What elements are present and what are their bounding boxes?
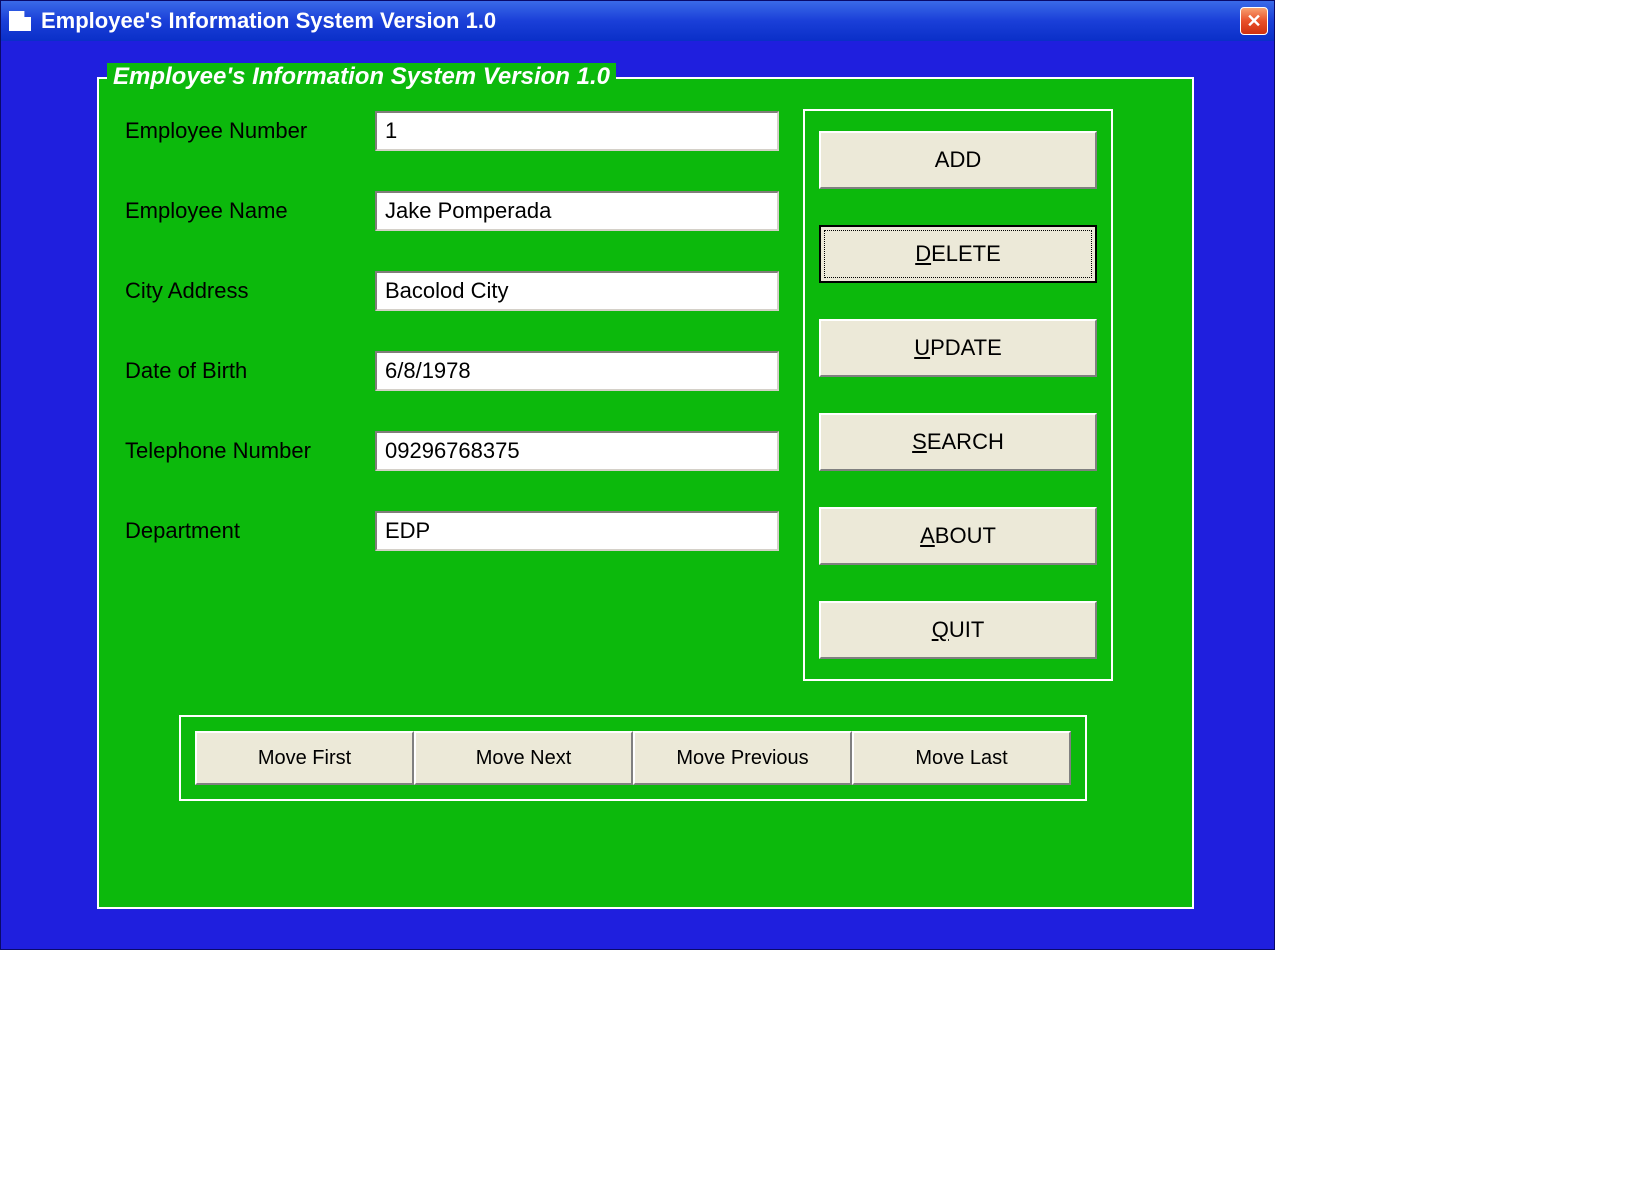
move-first-button[interactable]: Move First [195, 731, 414, 785]
row-telephone: Telephone Number [125, 429, 779, 473]
add-button[interactable]: ADD [819, 131, 1097, 189]
close-button[interactable]: ✕ [1240, 7, 1268, 35]
label-date-of-birth: Date of Birth [125, 358, 375, 384]
app-window: Employee's Information System Version 1.… [0, 0, 1275, 950]
update-button-label: UPDATE [914, 335, 1002, 361]
input-city-address[interactable] [375, 271, 779, 311]
window-title: Employee's Information System Version 1.… [41, 8, 1240, 34]
input-telephone[interactable] [375, 431, 779, 471]
delete-button-label: DELETE [915, 241, 1001, 267]
fields-column: Employee Number Employee Name City Addre… [119, 109, 779, 681]
move-next-button[interactable]: Move Next [414, 731, 633, 785]
quit-button[interactable]: QUIT [819, 601, 1097, 659]
delete-button[interactable]: DELETE [819, 225, 1097, 283]
form-area: Employee Number Employee Name City Addre… [119, 109, 1172, 681]
close-icon: ✕ [1246, 11, 1261, 32]
move-first-label: Move First [258, 747, 351, 770]
label-department: Department [125, 518, 375, 544]
search-button-label: SEARCH [912, 429, 1004, 455]
label-city-address: City Address [125, 278, 375, 304]
search-button[interactable]: SEARCH [819, 413, 1097, 471]
row-employee-number: Employee Number [125, 109, 779, 153]
label-telephone: Telephone Number [125, 438, 375, 464]
window-icon [9, 11, 31, 31]
input-employee-number[interactable] [375, 111, 779, 151]
add-button-label: ADD [935, 147, 981, 173]
input-employee-name[interactable] [375, 191, 779, 231]
quit-button-label: QUIT [932, 617, 985, 643]
row-department: Department [125, 509, 779, 553]
move-previous-button[interactable]: Move Previous [633, 731, 852, 785]
input-date-of-birth[interactable] [375, 351, 779, 391]
row-date-of-birth: Date of Birth [125, 349, 779, 393]
move-last-label: Move Last [915, 747, 1007, 770]
main-group: Employee's Information System Version 1.… [97, 77, 1194, 909]
move-next-label: Move Next [476, 747, 572, 770]
actions-frame: ADD DELETE UPDATE SEARCH ABOUT [803, 109, 1113, 681]
group-caption: Employee's Information System Version 1.… [107, 63, 616, 91]
label-employee-name: Employee Name [125, 198, 375, 224]
nav-frame: Move First Move Next Move Previous Move … [179, 715, 1087, 801]
titlebar: Employee's Information System Version 1.… [1, 1, 1274, 41]
client-area: Employee's Information System Version 1.… [1, 41, 1274, 949]
label-employee-number: Employee Number [125, 118, 375, 144]
row-city-address: City Address [125, 269, 779, 313]
input-department[interactable] [375, 511, 779, 551]
update-button[interactable]: UPDATE [819, 319, 1097, 377]
row-employee-name: Employee Name [125, 189, 779, 233]
move-previous-label: Move Previous [676, 747, 808, 770]
about-button[interactable]: ABOUT [819, 507, 1097, 565]
move-last-button[interactable]: Move Last [852, 731, 1071, 785]
about-button-label: ABOUT [920, 523, 996, 549]
